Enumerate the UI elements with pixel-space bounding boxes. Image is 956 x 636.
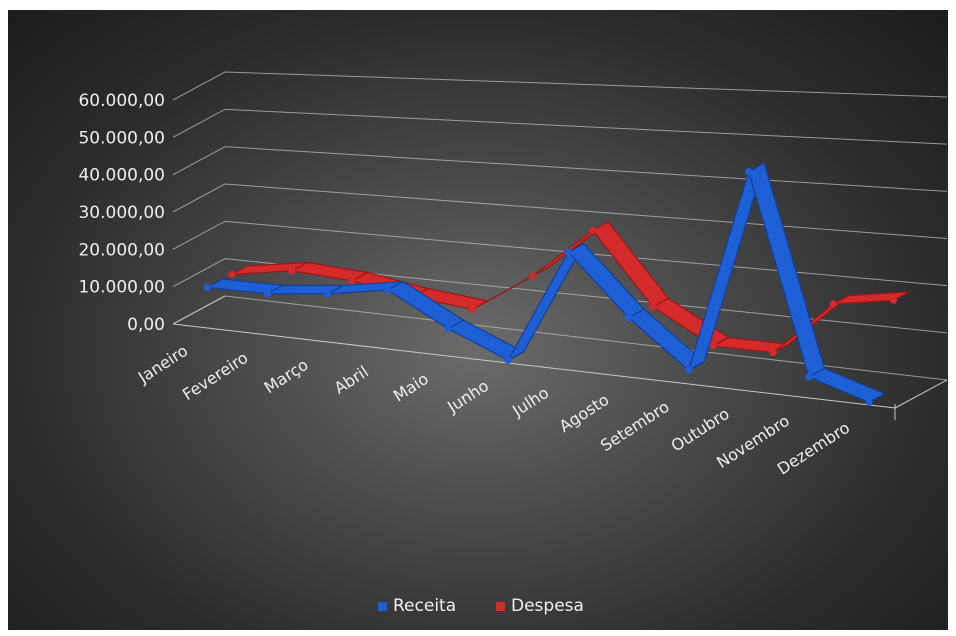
series-segment xyxy=(832,291,910,305)
y-tick-label: 40.000,00 xyxy=(78,166,165,186)
x-tick-label: Maio xyxy=(390,369,432,406)
data-point xyxy=(684,366,693,374)
gridlines xyxy=(172,71,948,381)
series-receita xyxy=(203,162,886,406)
data-point xyxy=(504,356,512,364)
floor-right-edge xyxy=(894,379,948,409)
line-chart-3d: 0,00 10.000,00 20.000,00 30.000,00 40.000,00… xyxy=(78,71,948,616)
data-point xyxy=(444,325,452,333)
data-point xyxy=(709,342,717,350)
chart-frame: 0,00 10.000,00 20.000,00 30.000,00 40.000,00… xyxy=(8,10,948,630)
legend-swatch-receita xyxy=(378,602,387,611)
series-layer xyxy=(203,162,910,406)
data-point xyxy=(528,272,537,280)
series-segment xyxy=(507,243,585,361)
data-point xyxy=(564,248,572,256)
legend-label-despesa: Despesa xyxy=(511,596,584,616)
x-axis-line xyxy=(172,323,896,409)
data-point xyxy=(889,296,898,304)
series-segment xyxy=(808,367,886,403)
gridline xyxy=(172,146,948,192)
data-point xyxy=(228,270,236,278)
data-point xyxy=(829,300,837,308)
chart-walls xyxy=(172,295,948,420)
data-point xyxy=(624,314,633,322)
gridline xyxy=(172,183,948,239)
legend: Receita Despesa xyxy=(378,596,584,616)
x-tick-label: Outubro xyxy=(668,404,733,456)
data-point xyxy=(288,267,296,275)
data-point xyxy=(468,305,476,313)
gridline xyxy=(172,108,948,145)
data-point xyxy=(769,348,777,357)
y-tick-label: 0,00 xyxy=(127,315,165,335)
data-point xyxy=(263,290,272,298)
gridline xyxy=(172,258,948,334)
data-point xyxy=(805,373,813,381)
y-tick-label: 10.000,00 xyxy=(78,278,165,298)
data-point xyxy=(649,303,657,311)
y-axis-tick-labels: 0,00 10.000,00 20.000,00 30.000,00 40.000,00… xyxy=(78,91,165,335)
data-point xyxy=(203,283,211,292)
y-tick-label: 30.000,00 xyxy=(78,203,165,223)
legend-label-receita: Receita xyxy=(393,596,456,616)
x-tick-label: Julho xyxy=(508,383,552,421)
x-tick-label: Abril xyxy=(331,362,372,398)
data-point xyxy=(348,277,356,285)
data-point xyxy=(323,290,332,298)
x-tick-label: Janeiro xyxy=(134,341,191,387)
legend-swatch-despesa xyxy=(496,602,505,611)
data-point xyxy=(589,226,597,234)
y-tick-label: 20.000,00 xyxy=(78,240,165,260)
data-point xyxy=(384,286,392,294)
data-point xyxy=(865,398,873,406)
gridline xyxy=(172,220,948,287)
data-point xyxy=(745,168,753,176)
y-tick-label: 50.000,00 xyxy=(78,128,165,148)
y-tick-label: 60.000,00 xyxy=(78,91,165,111)
x-tick-label: Agosto xyxy=(556,390,613,436)
x-tick-label: Março xyxy=(261,355,312,397)
gridline xyxy=(172,71,948,101)
x-tick-label: Junho xyxy=(443,376,492,417)
